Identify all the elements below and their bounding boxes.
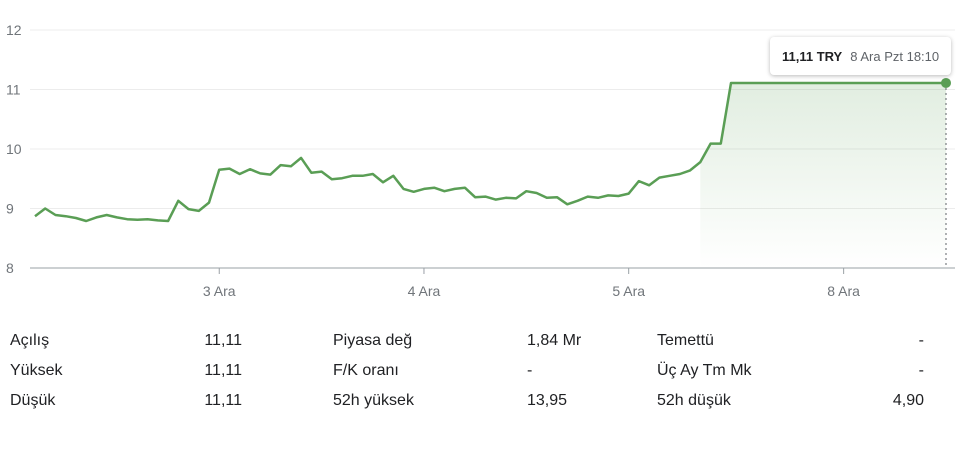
y-tick-label: 10 [6, 141, 22, 157]
x-tick-label: 4 Ara [408, 283, 441, 299]
stat-value-52w-low: 4,90 [892, 392, 924, 409]
stat-label-quarterly: Üç Ay Tm Mk [657, 362, 752, 379]
stat-label-dividend: Temettü [657, 332, 714, 349]
stats-row: Yüksek 11,11 F/K oranı - Üç Ay Tm Mk - [0, 356, 960, 386]
stat-value-high: 11,11 [204, 362, 242, 379]
stat-value-pe-ratio: - [527, 362, 533, 379]
stat-label-pe-ratio: F/K oranı [333, 362, 399, 379]
y-tick-label: 9 [6, 201, 14, 217]
stat-label-open: Açılış [10, 332, 50, 349]
x-tick-label: 8 Ara [827, 283, 860, 299]
stat-value-quarterly: - [918, 362, 924, 379]
stat-value-52w-high: 13,95 [527, 392, 568, 409]
price-tooltip: 11,11 TRY 8 Ara Pzt 18:10 [770, 37, 952, 75]
tooltip-price: 11,11 TRY [782, 48, 843, 64]
stats-table: Açılış 11,11 Piyasa değ 1,84 Mr Temettü … [0, 326, 960, 416]
stat-value-market-cap: 1,84 Mr [527, 332, 582, 349]
y-tick-label: 11 [6, 82, 21, 98]
stat-label-low: Düşük [10, 392, 56, 409]
price-chart: 8 9 10 11 12 3 Ara 4 Ara 5 Ara 8 Ara [6, 22, 955, 299]
cursor-dot [941, 77, 951, 88]
stats-row: Açılış 11,11 Piyasa değ 1,84 Mr Temettü … [0, 326, 960, 356]
stat-label-52w-high: 52h yüksek [333, 392, 414, 409]
tooltip-time: 8 Ara Pzt 18:10 [850, 48, 940, 64]
stat-label-market-cap: Piyasa değ [333, 332, 413, 349]
stat-value-dividend: - [918, 332, 924, 349]
stat-value-open: 11,11 [204, 332, 242, 349]
stats-row: Düşük 11,11 52h yüksek 13,95 52h düşük 4… [0, 386, 960, 416]
price-line [34, 81, 946, 223]
y-tick-label: 8 [6, 260, 14, 276]
y-tick-label: 12 [6, 22, 22, 38]
x-tick-label: 5 Ara [612, 283, 645, 299]
x-tick-label: 3 Ara [203, 283, 236, 299]
stat-label-high: Yüksek [10, 362, 63, 379]
stat-value-low: 11,11 [204, 392, 242, 409]
price-area [700, 83, 946, 268]
stat-label-52w-low: 52h düşük [657, 392, 731, 409]
